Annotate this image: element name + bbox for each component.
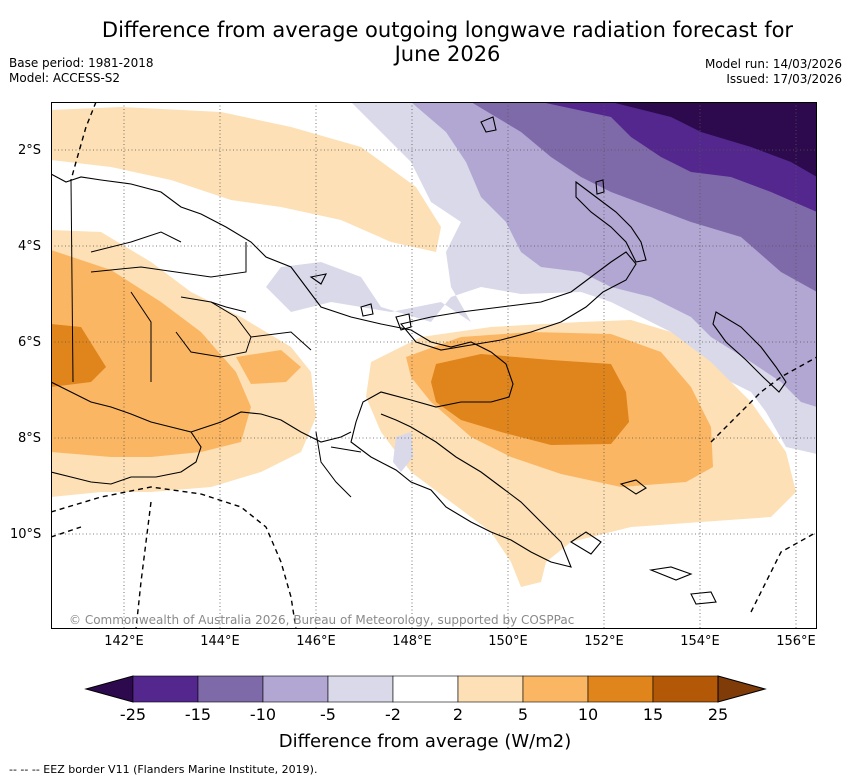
- small-island-3: [395, 313, 412, 331]
- eez-borders: [51, 102, 817, 629]
- model-run-text: Model run: 14/03/2026: [704, 57, 842, 71]
- woodlark-islands: [619, 479, 647, 495]
- colorbar-tick-25: 25: [707, 705, 729, 724]
- eez-legend-note: -- -- -- EEZ border V11 (Flanders Marine…: [9, 763, 318, 776]
- colorbar-bin-neg25-neg15: [132, 675, 199, 703]
- anomaly-region-plus-2-to-5-corner: [51, 114, 76, 127]
- colorbar-extend-low: [84, 675, 134, 703]
- new-guinea-coast: [51, 173, 572, 568]
- fly-river-coast: [190, 411, 352, 443]
- lon-label-154E: 154°E: [680, 634, 720, 649]
- small-island-2: [360, 303, 374, 317]
- dentrecasteaux: [569, 531, 602, 555]
- colorbar-tick-neg25: -25: [119, 705, 147, 724]
- louisiade-2: [690, 591, 717, 605]
- south-coast: [51, 381, 202, 485]
- title-line-2: June 2026: [394, 42, 501, 66]
- meta-left: Base period: 1981-2018 Model: ACCESS-S2: [9, 56, 154, 86]
- colorbar-tick-15: 15: [642, 705, 664, 724]
- colorbar: [84, 675, 767, 703]
- lat-label-4S: 4°S: [18, 239, 42, 254]
- anomaly-region-below-minus-25: [611, 102, 817, 177]
- issued-text: Issued: 17/03/2026: [726, 72, 842, 86]
- colorbar-tick-neg5: -5: [320, 705, 336, 724]
- lon-label-142E: 142°E: [104, 634, 144, 649]
- lat-label-6S: 6°S: [18, 335, 42, 350]
- colorbar-bin-neg2-2: [392, 675, 459, 703]
- graticule: [51, 102, 817, 629]
- colorbar-tick-10: 10: [577, 705, 599, 724]
- lon-label-148E: 148°E: [392, 634, 432, 649]
- colorbar-tick-neg15: -15: [184, 705, 212, 724]
- anomaly-region-plus-2-to-5-north: [51, 107, 441, 252]
- anomaly-region-plus-5-to-10-central: [236, 350, 301, 384]
- title-line-1: Difference from average outgoing longwav…: [101, 18, 794, 42]
- new-ireland: [575, 180, 647, 263]
- colorbar-extend-high: [717, 675, 767, 703]
- colorbar-bin-10-15: [587, 675, 654, 703]
- model-text: Model: ACCESS-S2: [9, 71, 121, 85]
- lat-label-10S: 10°S: [10, 527, 42, 542]
- bougainville: [712, 311, 787, 393]
- olr-anomaly-map: [51, 102, 817, 629]
- manus: [309, 273, 327, 285]
- coastlines: [51, 116, 787, 605]
- colorbar-label: Difference from average (W/m2): [278, 731, 572, 752]
- lat-label-8S: 8°S: [18, 431, 42, 446]
- lon-label-152E: 152°E: [584, 634, 624, 649]
- colorbar-bin-neg15-neg10: [197, 675, 264, 703]
- base-period-text: Base period: 1981-2018: [9, 56, 154, 70]
- provincial-borders: [70, 179, 362, 498]
- colorbar-tick-2: 2: [452, 705, 464, 724]
- colorbar-bin-neg10-neg5: [262, 675, 329, 703]
- colorbar-tick-5: 5: [517, 705, 529, 724]
- lon-label-144E: 144°E: [200, 634, 240, 649]
- lon-label-150E: 150°E: [488, 634, 528, 649]
- copyright-text: © Commonwealth of Australia 2026, Bureau…: [69, 613, 575, 627]
- colorbar-bin-neg5-neg2: [327, 675, 394, 703]
- colorbar-bin-2-5: [457, 675, 524, 703]
- meta-right: Model run: 14/03/2026 Issued: 17/03/2026: [705, 57, 842, 87]
- lat-label-2S: 2°S: [18, 143, 42, 158]
- louisiade: [648, 566, 693, 581]
- map-title: Difference from average outgoing longwav…: [0, 18, 850, 66]
- anomaly-region-negative-patch: [393, 432, 413, 472]
- new-britain: [400, 251, 637, 351]
- colorbar-tick-neg10: -10: [249, 705, 277, 724]
- anomaly-region-plus-10-to-15-west: [51, 324, 106, 387]
- lon-label-146E: 146°E: [296, 634, 336, 649]
- small-island-1: [480, 116, 497, 133]
- lon-label-156E: 156°E: [776, 634, 816, 649]
- colorbar-bin-5-10: [522, 675, 589, 703]
- anomaly-region-plus-10-to-15-east: [431, 354, 629, 445]
- colorbar-bin-15-25: [652, 675, 719, 703]
- colorbar-tick-neg2: -2: [385, 705, 401, 724]
- small-island-4: [595, 179, 605, 195]
